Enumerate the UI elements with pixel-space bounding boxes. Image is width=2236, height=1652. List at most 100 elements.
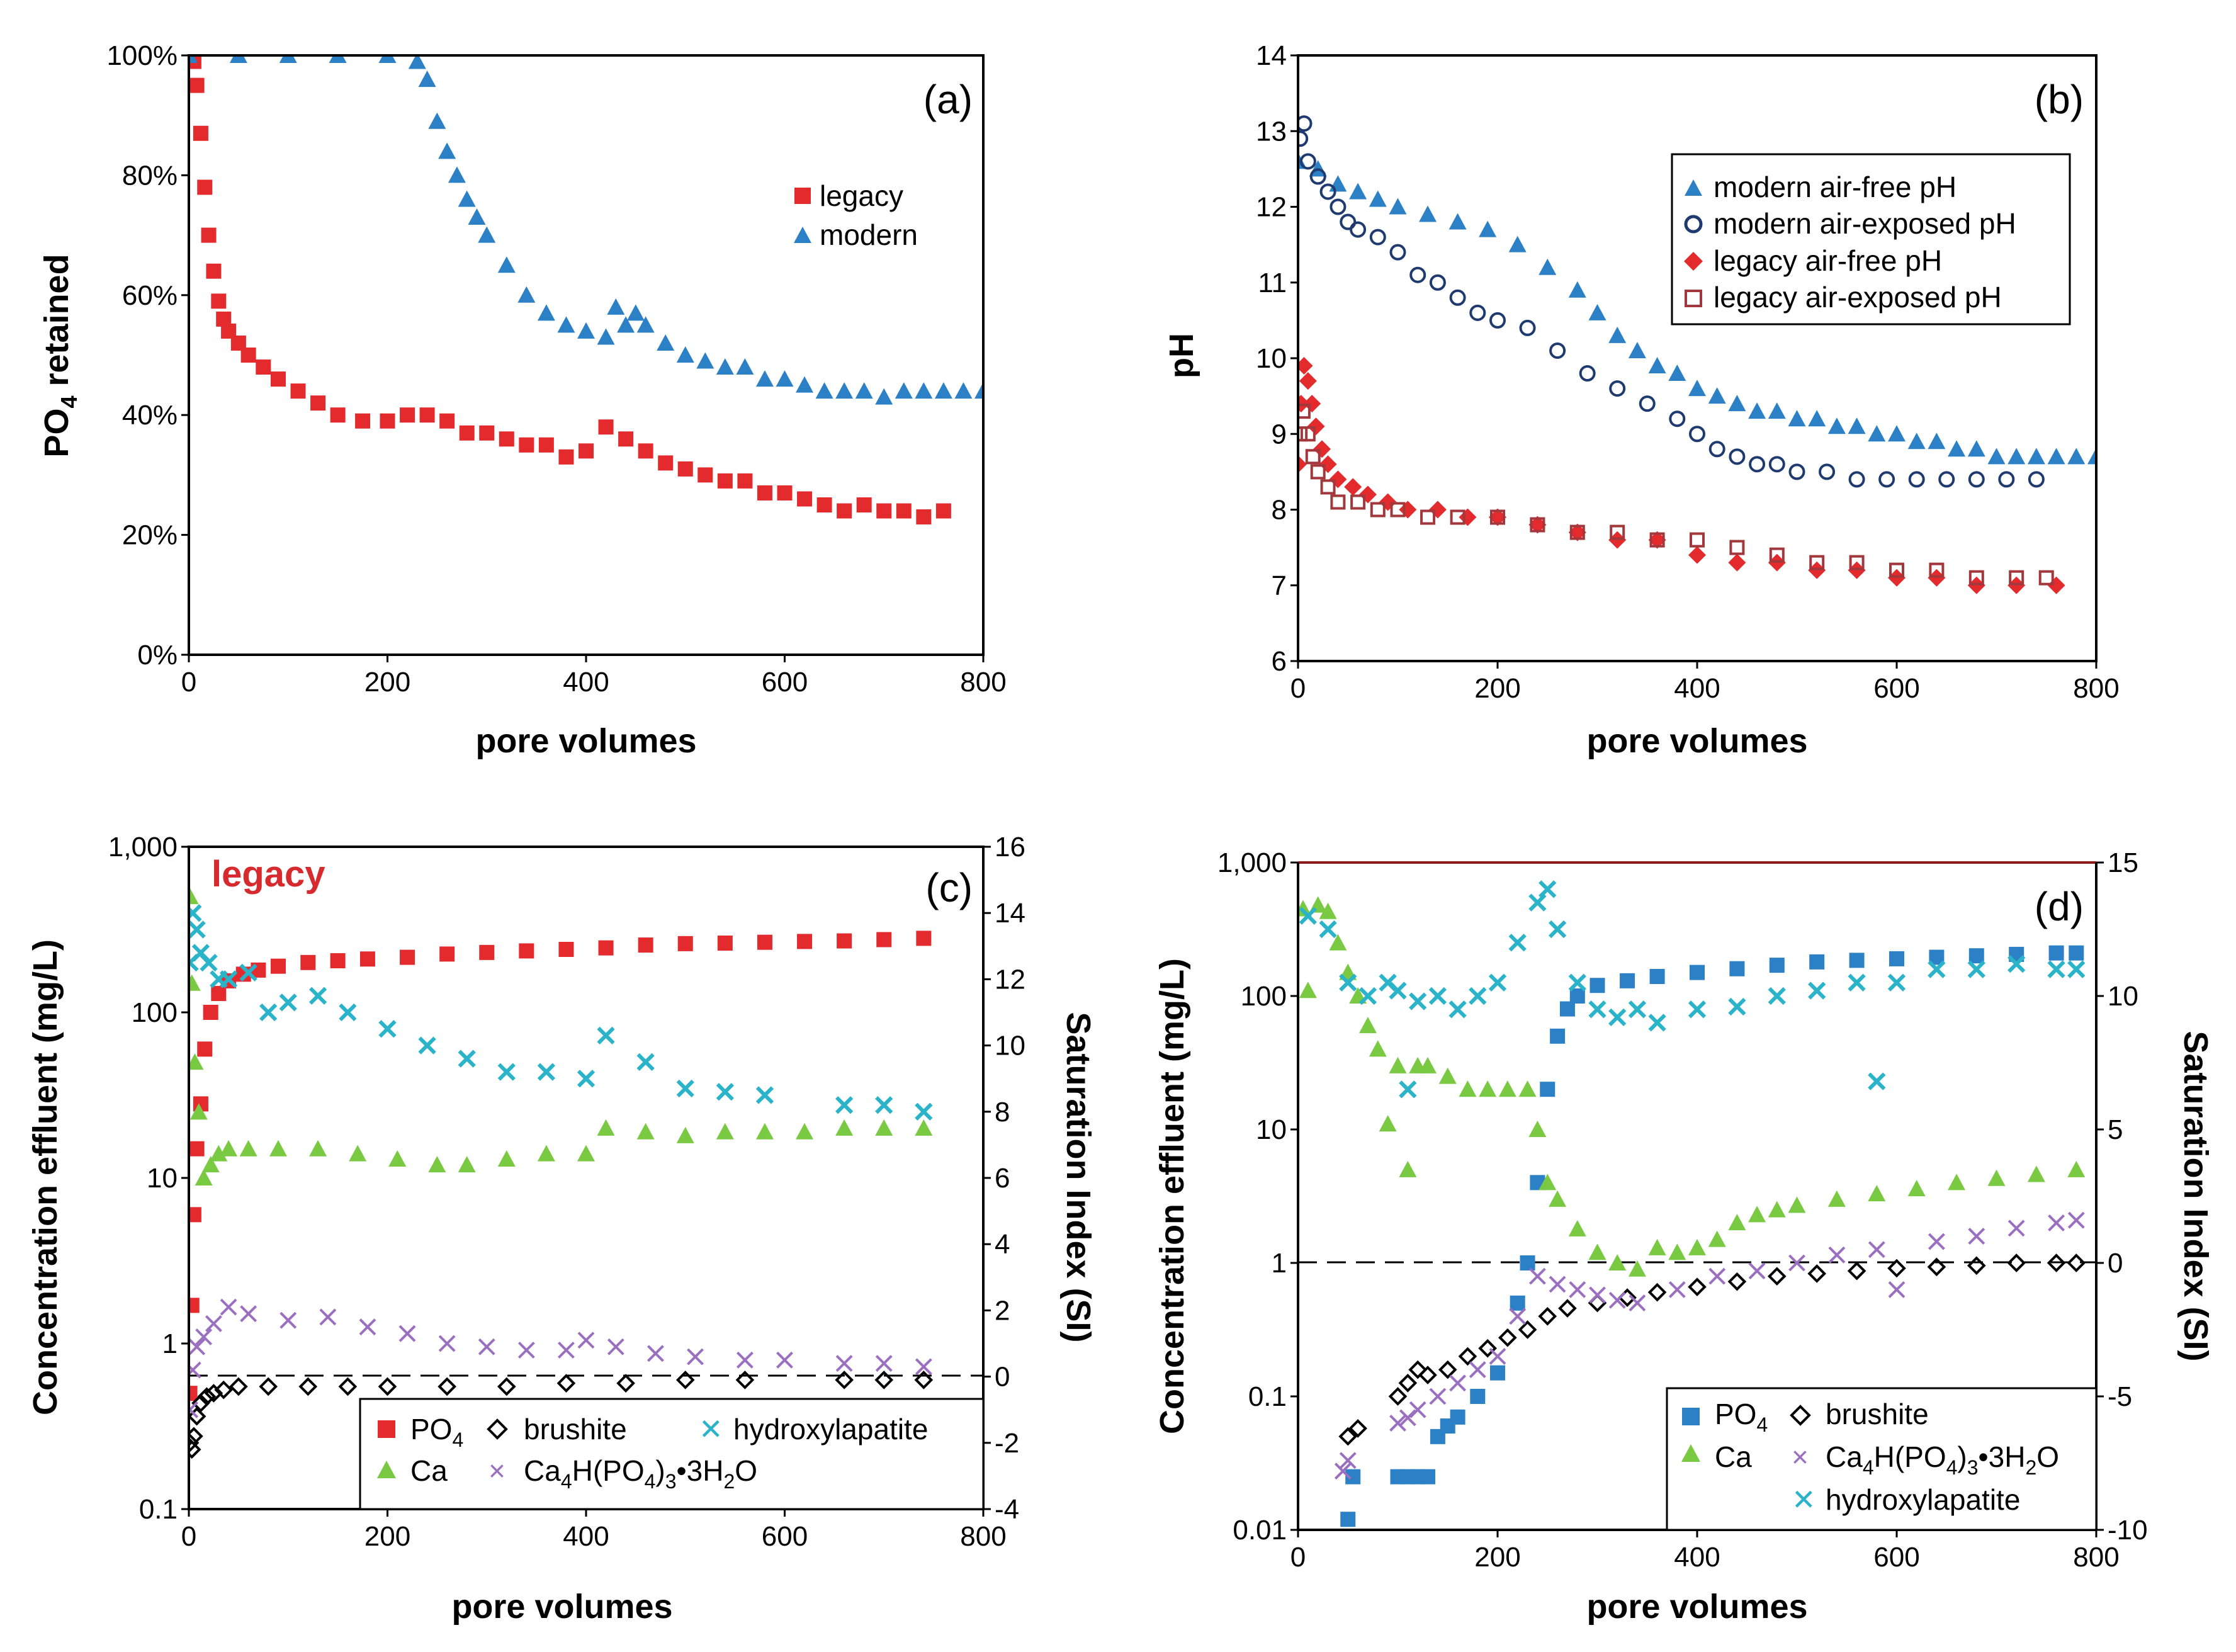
modern-air-exposed-ph-point-b: [1519, 319, 1536, 336]
legacy-air-free-ph-point-b: [2007, 576, 2026, 594]
ca4h-po4-3-3h2o-point-c: [607, 1338, 624, 1355]
modern-air-free-ph-point-b: [1448, 213, 1467, 230]
modern-air-exposed-ph-point-b: [1908, 471, 1925, 488]
legacy-point-a: [777, 485, 793, 501]
legacy-point-a: [658, 455, 674, 471]
modern-point-a: [815, 382, 833, 399]
brushite-point-c: [438, 1377, 456, 1396]
ca-point-d: [1528, 1121, 1547, 1137]
hydroxylapatite-point-d: [1808, 982, 1826, 1000]
y-tick-label-b: 9: [1272, 419, 1287, 450]
modern-air-free-ph-point-b: [1608, 326, 1627, 343]
legend-c: PO4 brushite ✕ hydroxylapatite Ca × Ca4H…: [359, 1398, 985, 1510]
ca4h-po4-3-3h2o-point-d: [1968, 1228, 1985, 1245]
modern-point-a: [607, 298, 625, 315]
brushite-point-d: [1498, 1328, 1517, 1347]
modern-air-exposed-ph-point-b: [1449, 289, 1466, 306]
hydroxylapatite-point-d: [1448, 1000, 1467, 1019]
legacy-air-exposed-ph-point-b: [1649, 532, 1665, 548]
po4-point-c: [677, 936, 693, 951]
ca-point-c: [636, 1123, 655, 1140]
legend-label-legacy: legacy: [820, 179, 903, 212]
hydroxylapatite-point-c: [279, 993, 297, 1012]
ca4h-po4-3-3h2o-point-d: [1399, 1409, 1416, 1427]
hydroxylapatite-point-d: [1728, 997, 1746, 1016]
brushite-point-d: [1727, 1272, 1747, 1291]
y-tick-label-c: 1,000: [108, 832, 178, 863]
ca-point-d: [1479, 1080, 1497, 1097]
legacy-air-exposed-ph-point-b: [1305, 449, 1321, 465]
brushite-point-d: [1647, 1282, 1667, 1302]
x-tick-label-d: 800: [2073, 1542, 2119, 1573]
modern-air-exposed-ph-point-b: [1689, 426, 1705, 443]
legacy-air-exposed-ph-point-b: [1420, 509, 1436, 525]
x-tick-label-c: 200: [364, 1521, 410, 1552]
ca4h-po4-3-3h2o-point-d: [1389, 1414, 1406, 1432]
legacy-air-exposed-ph-point-b: [1298, 404, 1311, 419]
po4-point-c: [189, 1141, 205, 1157]
legacy-point-a: [618, 431, 634, 447]
hydroxylapatite-point-c: [339, 1003, 357, 1022]
ca-point-d: [1648, 1238, 1666, 1255]
ca4h-po4-3-3h2o-point-d: [1888, 1281, 1906, 1298]
y-axis-label-c: Concentration effluent (mg/L): [26, 939, 64, 1415]
legend-label-modern-air-free: modern air-free pH: [1714, 171, 1956, 203]
modern-air-free-ph-point-b: [1768, 402, 1786, 419]
modern-air-exposed-ph-point-b: [1309, 168, 1326, 185]
legacy-air-free-ph-point-b: [1299, 372, 1317, 390]
ca4h-po4-3-3h2o-point-d: [1668, 1281, 1686, 1298]
legacy-point-a: [290, 383, 306, 399]
legacy-air-exposed-ph-point-b: [1310, 464, 1326, 480]
brushite-point-d: [1767, 1267, 1787, 1286]
brushite-point-d: [1398, 1373, 1418, 1393]
x-tick-label-d: 0: [1290, 1542, 1306, 1573]
legacy-point-a: [837, 503, 852, 519]
legacy-air-exposed-ph-point-b: [1610, 524, 1625, 540]
brushite-point-d: [1518, 1320, 1537, 1339]
modern-point-a: [915, 382, 933, 399]
panel-label-legacy: legacy: [212, 854, 325, 895]
y-tick-label-b: 8: [1272, 495, 1287, 526]
modern-air-free-ph-point-b: [1888, 425, 1906, 442]
modern-air-free-ph-point-b: [1967, 440, 1985, 457]
po4-point-d: [1420, 1469, 1436, 1485]
y2-tick-label-c: 8: [995, 1097, 1010, 1128]
legacy-air-exposed-ph-point-b: [1769, 547, 1785, 563]
brushite-point-c: [191, 1393, 210, 1413]
brushite-point-c: [874, 1371, 894, 1389]
brushite-point-c: [556, 1374, 576, 1393]
po4-point-c: [638, 937, 653, 953]
ca-point-d: [1358, 1017, 1377, 1034]
modern-air-exposed-ph-point-b: [1938, 471, 1955, 488]
y2-axis-label-d: Saturation Index (SI): [2177, 1031, 2215, 1361]
legacy-point-a: [459, 425, 475, 441]
y2-axis-label-c: Saturation Index (SI): [1059, 1012, 1097, 1342]
hydroxylapatite-point-d: [1548, 920, 1567, 939]
ca-point-d: [1459, 1080, 1477, 1097]
legend-label-hap-c: hydroxylapatite: [733, 1413, 928, 1445]
modern-air-exposed-ph-point-b: [1298, 130, 1309, 147]
hydroxylapatite-point-d: [1688, 1000, 1707, 1019]
modern-point-a: [189, 55, 198, 63]
legacy-point-a: [757, 485, 772, 501]
modern-air-free-ph-point-b: [1419, 205, 1437, 222]
hydroxylapatite-point-c: [875, 1096, 893, 1114]
ca4h-po4-3-3h2o-point-c: [195, 1328, 213, 1345]
ca-point-d: [2067, 1160, 2086, 1177]
legacy-air-exposed-ph-point-b: [1530, 517, 1545, 533]
y2-tick-label-c: 10: [995, 1031, 1025, 1061]
legacy-point-a: [519, 437, 534, 453]
legacy-point-a: [193, 125, 208, 141]
brushite-point-c: [914, 1371, 934, 1389]
brushite-point-d: [1348, 1419, 1367, 1438]
hydroxylapatite-point-c: [458, 1049, 476, 1068]
ca-point-c: [537, 1145, 555, 1162]
legacy-point-a: [797, 491, 813, 507]
legend-marker-modern-air-free: [1685, 179, 1702, 196]
legacy-air-free-ph-point-b: [1808, 561, 1826, 579]
modern-point-a: [855, 382, 873, 399]
po4-point-c: [757, 934, 772, 950]
po4-point-d: [1729, 961, 1745, 976]
modern-point-a: [636, 316, 655, 333]
plot-frame-b: [1297, 54, 2098, 662]
